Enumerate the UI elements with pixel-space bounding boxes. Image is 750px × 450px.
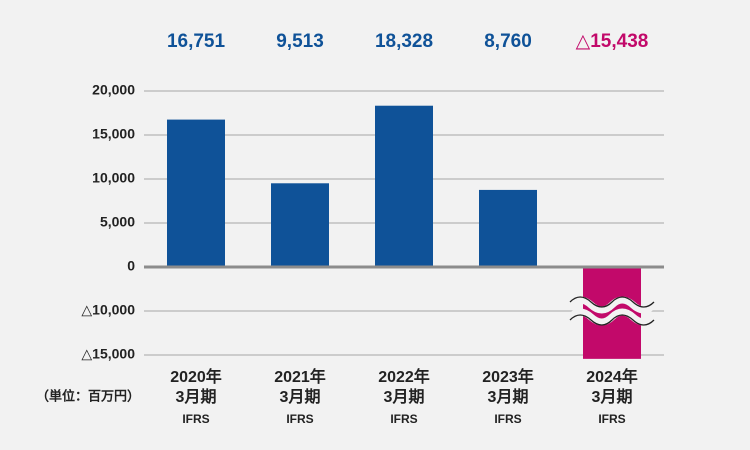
value-label: 18,328 <box>375 31 433 52</box>
x-tick-label: IFRS <box>390 412 417 426</box>
y-tick-label: △10,000 <box>81 302 135 318</box>
x-tick-label: 3月期 <box>280 387 321 406</box>
bar <box>479 189 537 267</box>
y-tick-label: 10,000 <box>92 170 135 186</box>
x-tick-label: 2023年 <box>482 367 534 386</box>
y-tick-label: 20,000 <box>92 82 135 98</box>
y-tick-label: 0 <box>127 258 135 274</box>
x-tick-label: 3月期 <box>488 387 529 406</box>
x-tick-label: 3月期 <box>592 387 633 406</box>
bar <box>375 105 433 268</box>
x-tick-label: IFRS <box>494 412 521 426</box>
x-tick-label: 2022年 <box>378 367 430 386</box>
y-tick-label: 15,000 <box>92 126 135 142</box>
unit-label: （単位：百万円） <box>36 388 140 403</box>
x-tick-label: IFRS <box>286 412 313 426</box>
y-tick-label: △15,000 <box>81 346 135 362</box>
bar <box>167 119 225 267</box>
x-tick-label: 3月期 <box>176 387 217 406</box>
axis-break-line <box>569 314 655 326</box>
y-tick-label: 5,000 <box>100 214 135 230</box>
x-tick-label: IFRS <box>182 412 209 426</box>
x-tick-label: 3月期 <box>384 387 425 406</box>
value-label: 9,513 <box>276 31 324 52</box>
axis-break <box>567 308 657 326</box>
axis-break <box>567 296 657 314</box>
value-label: 8,760 <box>484 31 532 52</box>
bar <box>271 183 329 267</box>
value-label: 16,751 <box>167 31 226 52</box>
x-tick-label: IFRS <box>598 412 625 426</box>
x-tick-label: 2021年 <box>274 367 326 386</box>
value-label: △15,438 <box>576 31 649 52</box>
x-tick-label: 2024年 <box>586 367 638 386</box>
axis-break-line <box>569 296 655 308</box>
x-tick-label: 2020年 <box>170 367 222 386</box>
